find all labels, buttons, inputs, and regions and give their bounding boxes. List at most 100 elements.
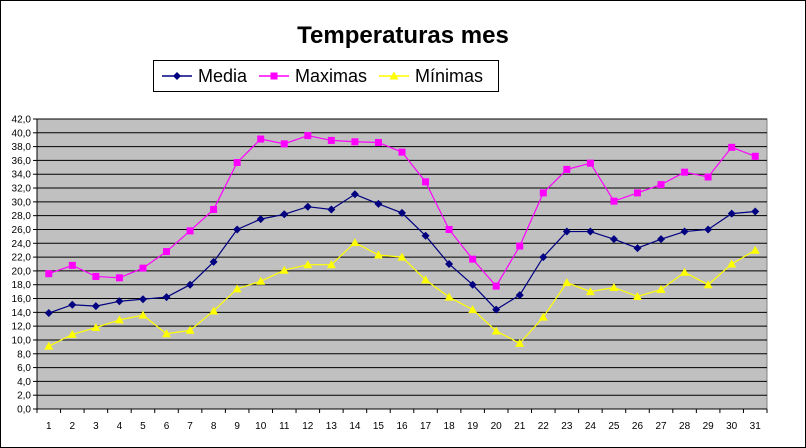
y-tick-label: 40,0 — [12, 128, 32, 139]
x-tick-label: 18 — [444, 421, 456, 432]
data-point-media — [562, 227, 571, 236]
data-point-maximas — [210, 205, 218, 213]
data-point-maximas — [704, 173, 712, 181]
data-point-maximas — [45, 270, 53, 278]
data-point-media — [138, 295, 147, 304]
data-point-minimas — [538, 312, 548, 321]
data-point-maximas — [728, 143, 736, 151]
data-point-minimas — [256, 276, 266, 285]
x-tick-label: 29 — [703, 421, 715, 432]
data-point-maximas — [280, 140, 288, 148]
data-point-media — [115, 297, 124, 306]
data-point-minimas — [585, 287, 595, 296]
data-point-maximas — [374, 138, 382, 146]
y-tick-label: 28,0 — [12, 211, 32, 222]
data-point-minimas — [303, 260, 313, 269]
y-tick-label: 32,0 — [12, 184, 32, 195]
x-tick-label: 15 — [373, 421, 385, 432]
x-tick-label: 31 — [750, 421, 762, 432]
data-point-media — [44, 309, 53, 318]
data-point-maximas — [92, 272, 100, 280]
data-point-media — [91, 302, 100, 311]
y-tick-label: 12,0 — [12, 322, 32, 333]
data-point-minimas — [562, 278, 572, 287]
chart-title: Temperaturas mes — [297, 22, 509, 49]
data-point-minimas — [373, 250, 383, 259]
legend-swatch-media — [162, 72, 192, 80]
y-tick-label: 10,0 — [12, 335, 32, 346]
x-tick-label: 9 — [234, 421, 240, 432]
x-tick-label: 6 — [164, 421, 170, 432]
x-tick-label: 21 — [514, 421, 526, 432]
y-tick-label: 6,0 — [17, 363, 31, 374]
data-point-maximas — [516, 242, 524, 250]
x-tick-label: 2 — [70, 421, 76, 432]
data-point-media — [751, 207, 760, 216]
x-tick-label: 13 — [326, 421, 338, 432]
data-point-minimas — [491, 326, 501, 335]
data-point-media — [680, 227, 689, 236]
data-point-minimas — [680, 267, 690, 276]
data-point-minimas — [703, 280, 713, 289]
data-point-media — [657, 235, 666, 244]
x-tick-label: 27 — [655, 421, 667, 432]
data-point-media — [68, 300, 77, 309]
data-point-minimas — [397, 252, 407, 261]
data-point-minimas — [44, 341, 54, 350]
data-point-media — [609, 235, 618, 244]
y-tick-label: 14,0 — [12, 308, 32, 319]
legend-label-minimas: Mínimas — [415, 65, 484, 86]
x-tick-label: 28 — [679, 421, 691, 432]
data-point-minimas — [91, 323, 101, 332]
data-point-maximas — [633, 189, 641, 197]
data-point-maximas — [233, 159, 241, 166]
data-point-media — [186, 280, 195, 289]
data-point-media — [539, 253, 548, 262]
data-point-media — [162, 293, 171, 302]
y-tick-label: 38,0 — [12, 142, 32, 153]
data-point-media — [374, 199, 383, 208]
x-tick-label: 7 — [187, 421, 193, 432]
data-point-maximas — [657, 181, 665, 189]
y-tick-label: 30,0 — [12, 197, 32, 208]
data-point-minimas — [656, 285, 666, 294]
x-tick-label: 11 — [279, 421, 290, 432]
data-point-minimas — [444, 292, 454, 301]
data-point-minimas — [232, 284, 242, 293]
x-tick-label: 20 — [491, 421, 503, 432]
x-tick-label: 14 — [349, 421, 361, 432]
data-point-media — [233, 225, 242, 234]
data-point-maximas — [422, 178, 430, 186]
data-point-maximas — [610, 197, 618, 205]
legend-label-media: Media — [198, 65, 248, 86]
x-tick-label: 30 — [726, 421, 738, 432]
data-point-maximas — [351, 138, 359, 146]
data-point-maximas — [186, 227, 194, 235]
legend-label-maximas: Maximas — [295, 65, 368, 86]
y-tick-label: 0,0 — [17, 405, 31, 416]
data-point-maximas — [586, 159, 594, 167]
data-point-media — [586, 227, 595, 236]
legend-item-media: Media — [162, 66, 247, 87]
data-point-minimas — [185, 325, 195, 334]
data-point-minimas — [114, 315, 124, 324]
y-tick-label: 34,0 — [12, 170, 32, 181]
x-tick-label: 1 — [46, 421, 52, 432]
data-point-media — [727, 209, 736, 218]
x-tick-label: 3 — [93, 421, 99, 432]
data-point-minimas — [279, 265, 289, 274]
data-point-minimas — [750, 245, 760, 254]
data-point-minimas — [67, 329, 77, 338]
data-point-maximas — [681, 168, 689, 176]
y-tick-label: 8,0 — [17, 349, 31, 360]
data-point-media — [633, 244, 642, 253]
data-point-media — [350, 190, 359, 199]
y-tick-label: 42,0 — [12, 115, 32, 126]
data-point-minimas — [209, 306, 219, 315]
x-tick-label: 26 — [632, 421, 644, 432]
x-tick-label: 17 — [420, 421, 432, 432]
x-tick-label: 8 — [211, 421, 217, 432]
y-tick-label: 4,0 — [17, 377, 31, 388]
data-point-maximas — [563, 165, 571, 173]
y-tick-label: 16,0 — [12, 294, 32, 305]
